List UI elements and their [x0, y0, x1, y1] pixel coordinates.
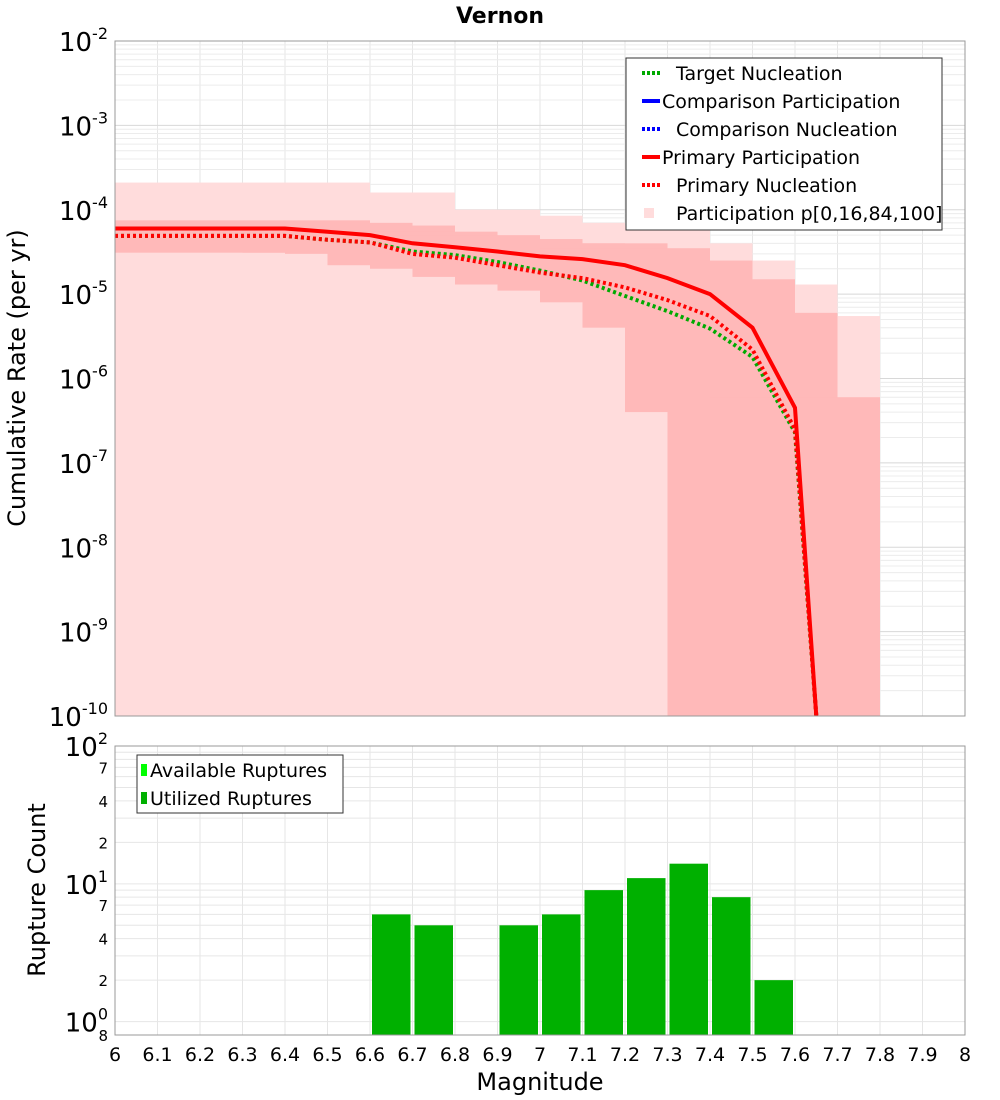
chart-title: Vernon [456, 4, 544, 29]
x-tick-label: 6.2 [185, 1044, 215, 1066]
x-tick-label: 6.6 [355, 1044, 385, 1066]
x-tick-label: 7 [534, 1044, 546, 1066]
bottom-y-tick-label: 2 [98, 972, 108, 990]
x-tick-label: 6.9 [482, 1044, 512, 1066]
x-tick-label: 7.9 [907, 1044, 937, 1066]
rupture-count-bar [542, 914, 581, 1035]
top-bands [115, 182, 880, 717]
top-y-tick-label: 10-5 [59, 277, 108, 311]
top-y-tick-label: 10-9 [59, 615, 108, 649]
bottom-bars [372, 863, 793, 1035]
top-y-tick-label: 10-10 [49, 699, 108, 733]
bottom-y-axis-ticks: 8 2 4 7 2 4 7 100 101 102 [65, 729, 108, 1045]
x-tick-label: 7.6 [780, 1044, 810, 1066]
top-series [115, 226, 819, 717]
x-tick-label: 6.1 [142, 1044, 172, 1066]
bottom-legend-box [136, 754, 344, 814]
top-y-tick-label: 10-7 [59, 446, 108, 480]
top-y-tick-label: 10-4 [59, 193, 108, 227]
top-y-tick-label: 10-6 [59, 362, 108, 396]
top-plot: 10-2 10-3 10-4 10-5 10-6 10-7 10-8 10-9 10-10 Cu… [3, 24, 966, 733]
bottom-y-decade-label: 102 [65, 729, 108, 763]
x-tick-label: 6.3 [227, 1044, 257, 1066]
bottom-y-tick-label: 4 [98, 793, 108, 811]
x-tick-label: 6.5 [312, 1044, 342, 1066]
legend-label: Available Ruptures [150, 760, 327, 782]
legend-label: Comparison Nucleation [676, 119, 898, 141]
x-tick-label: 6.4 [270, 1044, 300, 1066]
bottom-y-tick-label: 7 [98, 759, 108, 777]
rupture-count-bar [372, 914, 411, 1035]
legend-label: Participation p[0,16,84,100] [676, 203, 942, 225]
legend-swatch [141, 764, 147, 776]
x-tick-label: 7.5 [737, 1044, 767, 1066]
rupture-count-bar [754, 980, 793, 1035]
legend-label: Primary Participation [662, 147, 860, 169]
bottom-y-tick-label: 2 [98, 834, 108, 852]
top-plot-frame [114, 40, 966, 717]
legend-swatch [141, 792, 147, 804]
bottom-legend: Available Ruptures Utilized Ruptures [136, 754, 344, 814]
bottom-y-tick-label: 8 [98, 1027, 108, 1045]
x-tick-label: 7.2 [610, 1044, 640, 1066]
legend-label: Target Nucleation [675, 63, 843, 85]
legend-swatch [644, 208, 654, 218]
rupture-count-bar [627, 878, 666, 1035]
rupture-count-bar [669, 863, 708, 1035]
legend-label: Comparison Participation [662, 91, 900, 113]
bottom-y-tick-label: 7 [98, 897, 108, 915]
x-tick-label: 7.4 [695, 1044, 725, 1066]
band-p0-100-segment [115, 182, 200, 716]
rupture-count-bar [414, 925, 453, 1035]
legend-label: Utilized Ruptures [150, 788, 312, 810]
x-tick-label: 7.8 [865, 1044, 895, 1066]
x-tick-label: 6 [109, 1044, 121, 1066]
top-y-axis-label: Cumulative Rate (per yr) [3, 229, 31, 527]
top-y-tick-label: 10-8 [59, 530, 108, 564]
rupture-count-bar [712, 897, 751, 1035]
top-y-tick-label: 10-3 [59, 108, 108, 142]
top-y-axis-ticks: 10-2 10-3 10-4 10-5 10-6 10-7 10-8 10-9 10-10 [49, 24, 108, 733]
top-legend-box [625, 57, 943, 231]
bottom-y-axis-label: Rupture Count [23, 803, 51, 977]
x-tick-label: 6.7 [397, 1044, 427, 1066]
legend-label: Primary Nucleation [676, 175, 857, 197]
bottom-plot-frame [114, 745, 966, 1036]
x-tick-label: 7.7 [822, 1044, 852, 1066]
top-y-tick-label: 10-2 [59, 24, 108, 58]
rupture-count-bar [499, 925, 538, 1035]
x-tick-label: 8 [959, 1044, 971, 1066]
x-tick-label: 7.3 [652, 1044, 682, 1066]
series-primary-nucleation-line [115, 233, 819, 717]
bottom-y-decade-label: 100 [65, 1005, 108, 1039]
bottom-y-decade-label: 101 [65, 867, 108, 901]
top-legend: Target Nucleation Comparison Participatio… [625, 57, 943, 231]
x-axis-ticks: 6 6.1 6.2 6.3 6.4 6.5 6.6 6.7 6.8 6.9 7 7.1 7.2 7.3 7.… [109, 1044, 971, 1066]
rupture-count-bar [584, 890, 623, 1035]
x-tick-label: 6.8 [440, 1044, 470, 1066]
bottom-y-tick-label: 4 [98, 931, 108, 949]
x-axis-label: Magnitude [476, 1068, 603, 1096]
x-tick-label: 7.1 [567, 1044, 597, 1066]
series-primary-participation-line [115, 226, 819, 717]
